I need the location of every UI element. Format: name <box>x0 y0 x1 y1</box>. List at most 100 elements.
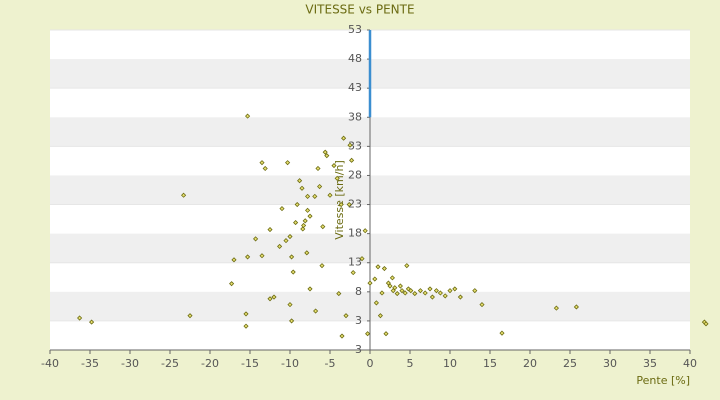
data-point <box>338 201 344 208</box>
data-point <box>181 192 187 198</box>
data-point <box>77 315 83 321</box>
data-point <box>442 293 448 299</box>
x-tick-label: 10 <box>443 357 457 370</box>
data-point <box>301 222 307 229</box>
x-tick-label: -40 <box>41 357 59 370</box>
data-point <box>304 250 310 256</box>
data-point <box>277 243 283 250</box>
data-point <box>289 254 295 260</box>
x-tick-label: -25 <box>161 357 179 370</box>
data-point <box>331 162 337 169</box>
data-point <box>412 290 418 297</box>
data-point <box>289 318 295 324</box>
data-point <box>379 290 385 296</box>
data-point <box>312 193 318 199</box>
data-point <box>375 264 381 270</box>
y-tick-label: 43 <box>348 81 362 94</box>
data-point <box>429 294 435 300</box>
data-point <box>327 192 333 198</box>
data-point <box>259 160 265 166</box>
data-point <box>299 185 305 191</box>
data-point <box>319 263 325 269</box>
data-point <box>387 283 393 289</box>
x-tick-label: 5 <box>407 357 414 370</box>
data-point <box>297 178 303 184</box>
data-point <box>307 286 313 292</box>
data-point <box>373 300 379 306</box>
data-point <box>245 113 251 119</box>
data-point <box>427 286 433 292</box>
data-point <box>322 149 328 155</box>
data-point <box>402 290 408 296</box>
y-tick-label: 38 <box>348 110 362 123</box>
data-point <box>231 257 237 263</box>
data-point <box>408 288 414 294</box>
data-point <box>89 319 95 325</box>
data-point <box>392 285 398 291</box>
data-point <box>229 281 235 287</box>
data-point <box>397 283 403 289</box>
x-tick-label: 30 <box>603 357 617 370</box>
data-point <box>317 183 323 190</box>
data-point <box>302 218 308 224</box>
data-point <box>293 220 299 226</box>
data-point <box>267 296 273 302</box>
x-tick-label: 20 <box>523 357 537 370</box>
data-point <box>336 290 342 297</box>
data-point <box>267 226 273 233</box>
data-point <box>305 193 311 199</box>
data-point <box>259 253 265 259</box>
data-point <box>359 256 365 262</box>
data-point <box>287 302 293 308</box>
data-point <box>283 238 289 244</box>
y-tick-label: 23 <box>348 198 362 211</box>
data-point <box>365 331 371 337</box>
x-tick-label: 15 <box>483 357 497 370</box>
data-point <box>262 165 268 172</box>
data-point <box>573 304 579 310</box>
data-point <box>341 135 347 141</box>
data-point <box>253 236 259 242</box>
data-point <box>472 288 478 294</box>
data-point <box>334 175 340 181</box>
data-point <box>377 313 383 319</box>
y-tick-label: 53 <box>348 23 362 36</box>
data-point <box>243 323 249 329</box>
x-tick-label: 40 <box>683 357 697 370</box>
chart-title: VITESSE vs PENTE <box>305 3 414 17</box>
data-point <box>381 265 387 272</box>
data-point <box>350 270 356 276</box>
x-tick-label: 0 <box>367 357 374 370</box>
data-point <box>343 313 349 319</box>
x-axis-label: Pente [%] <box>636 374 690 387</box>
data-point <box>294 201 300 208</box>
data-point <box>457 294 463 300</box>
data-point <box>349 157 355 163</box>
x-tick-label: -15 <box>241 357 259 370</box>
x-tick-label: 35 <box>643 357 657 370</box>
data-point <box>399 288 405 294</box>
data-point <box>404 263 410 269</box>
data-point <box>372 276 378 282</box>
data-point <box>324 153 330 159</box>
data-point <box>245 254 251 260</box>
x-tick-label: -20 <box>201 357 219 370</box>
data-point <box>243 311 249 317</box>
y-tick-label: 48 <box>348 52 362 65</box>
data-point <box>362 228 368 234</box>
y-tick-label: 13 <box>348 256 362 269</box>
data-point <box>553 305 559 311</box>
x-tick-label: 25 <box>563 357 577 370</box>
data-point <box>367 280 373 286</box>
y-axis-label: Vitesse [km/h] <box>333 160 346 240</box>
data-point <box>315 165 321 172</box>
data-point <box>389 275 395 281</box>
data-point <box>279 206 285 212</box>
data-point <box>285 160 291 166</box>
data-point <box>499 330 505 336</box>
data-point <box>703 321 709 327</box>
data-point <box>447 288 453 294</box>
data-point <box>347 142 353 148</box>
data-point <box>187 313 193 319</box>
